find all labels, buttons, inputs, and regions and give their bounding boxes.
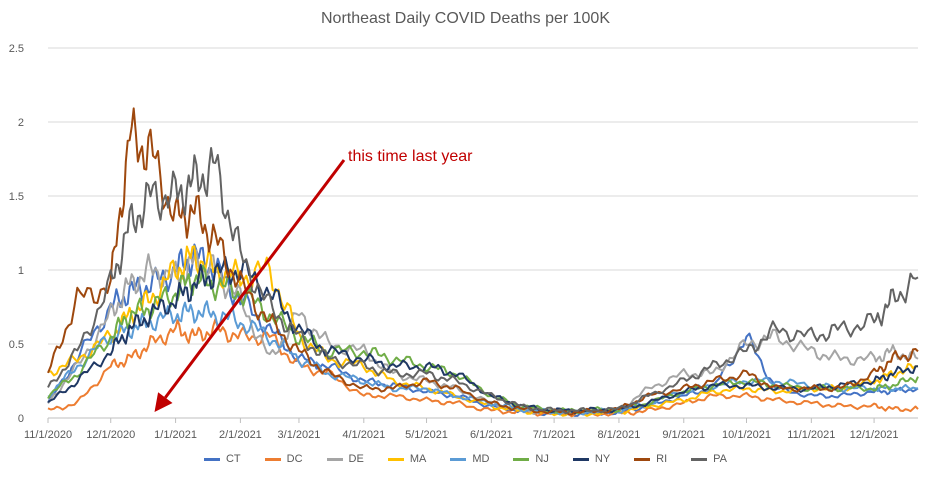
series-line-md bbox=[47, 300, 919, 416]
x-tick-label: 11/1/2021 bbox=[787, 429, 835, 441]
legend-swatch bbox=[387, 457, 404, 461]
legend-swatch bbox=[634, 457, 651, 461]
x-tick-label: 8/1/2021 bbox=[598, 429, 641, 441]
legend-swatch bbox=[572, 457, 589, 461]
legend-swatch bbox=[326, 457, 343, 461]
series-line-nj bbox=[47, 264, 919, 415]
legend-item-ct: CT bbox=[203, 453, 241, 465]
legend: CT DC DE MA MD NJ NY RI PA bbox=[0, 453, 931, 465]
x-tick-label: 6/1/2021 bbox=[470, 429, 513, 441]
legend-label: PA bbox=[713, 453, 728, 465]
y-tick-label: 2 bbox=[18, 117, 24, 129]
annotation-arrow-line bbox=[164, 159, 346, 399]
legend-item-ny: NY bbox=[572, 453, 611, 465]
series-line-pa bbox=[47, 147, 919, 415]
x-tick-label: 9/1/2021 bbox=[662, 429, 705, 441]
chart-title: Northeast Daily COVID Deaths per 100K bbox=[320, 10, 610, 27]
x-tick-label: 12/1/2020 bbox=[86, 429, 135, 441]
y-tick-label: 0.5 bbox=[9, 339, 24, 351]
legend-label: DE bbox=[348, 453, 364, 465]
legend-item-ma: MA bbox=[387, 453, 427, 465]
legend-label: NJ bbox=[535, 453, 549, 465]
y-tick-label: 1.5 bbox=[9, 191, 24, 203]
annotation-arrow-head bbox=[154, 392, 173, 412]
x-tick-label: 10/1/2021 bbox=[722, 429, 771, 441]
legend-label: MD bbox=[472, 453, 490, 465]
legend-label: RI bbox=[656, 453, 668, 465]
legend-swatch bbox=[691, 457, 708, 461]
y-axis-ticks: 0 0.5 1 1.5 2 2.5 bbox=[9, 43, 24, 425]
legend-swatch bbox=[264, 457, 281, 461]
y-tick-label: 1 bbox=[18, 265, 24, 277]
legend-label: MA bbox=[409, 453, 427, 465]
x-tick-label: 5/1/2021 bbox=[405, 429, 448, 441]
annotation-text: this time last year bbox=[348, 148, 473, 165]
legend-swatch bbox=[513, 457, 530, 461]
legend-item-pa: PA bbox=[691, 453, 727, 465]
legend-item-ri: RI bbox=[634, 453, 667, 465]
x-tick-label: 12/1/2021 bbox=[850, 429, 899, 441]
x-tick-label: 4/1/2021 bbox=[342, 429, 385, 441]
legend-label: DC bbox=[286, 453, 303, 465]
legend-swatch bbox=[203, 457, 220, 461]
x-tick-label: 3/1/2021 bbox=[278, 429, 321, 441]
legend-item-nj: NJ bbox=[513, 453, 549, 465]
legend-item-de: DE bbox=[326, 453, 364, 465]
x-tick-label: 7/1/2021 bbox=[533, 429, 576, 441]
annotation-arrow bbox=[154, 159, 346, 412]
legend-label: NY bbox=[594, 453, 611, 465]
series-line-ny bbox=[47, 256, 919, 415]
x-tick-label: 11/1/2020 bbox=[24, 429, 72, 441]
x-axis-ticks: 11/1/2020 12/1/2020 1/1/2021 2/1/2021 3/1/20… bbox=[24, 418, 899, 441]
series-line-ri bbox=[47, 107, 919, 416]
legend-label: CT bbox=[225, 453, 241, 465]
legend-swatch bbox=[450, 457, 467, 461]
line-chart: 0 0.5 1 1.5 2 2.5 11/1/2020 12/1/2020 1/1/2021 2… bbox=[9, 43, 919, 441]
legend-item-md: MD bbox=[450, 453, 489, 465]
y-tick-label: 0 bbox=[18, 413, 24, 425]
y-tick-label: 2.5 bbox=[9, 43, 24, 55]
x-tick-label: 1/1/2021 bbox=[154, 429, 197, 441]
x-tick-label: 2/1/2021 bbox=[219, 429, 262, 441]
gridlines bbox=[48, 47, 918, 419]
series-lines bbox=[47, 107, 919, 418]
legend-item-dc: DC bbox=[264, 453, 303, 465]
series-line-dc bbox=[47, 318, 919, 418]
